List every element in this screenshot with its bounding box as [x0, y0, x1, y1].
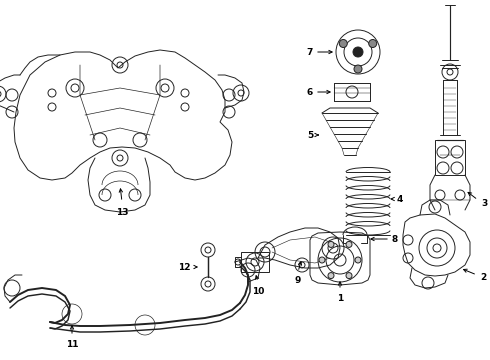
Circle shape — [368, 40, 377, 48]
Circle shape — [353, 47, 363, 57]
Circle shape — [346, 273, 352, 279]
Circle shape — [328, 242, 334, 247]
Text: 7: 7 — [307, 48, 313, 57]
Text: 9: 9 — [295, 276, 301, 285]
Circle shape — [328, 273, 334, 279]
Circle shape — [339, 40, 347, 48]
Text: 1: 1 — [337, 294, 343, 303]
Circle shape — [355, 257, 361, 263]
Text: 10: 10 — [252, 287, 264, 296]
Text: 3: 3 — [481, 198, 487, 207]
Circle shape — [319, 257, 325, 263]
Circle shape — [354, 65, 362, 73]
Text: 12: 12 — [178, 262, 191, 271]
Text: 11: 11 — [66, 340, 78, 349]
Text: 2: 2 — [480, 273, 486, 282]
Text: 6: 6 — [307, 87, 313, 96]
Text: 8: 8 — [392, 234, 398, 243]
Text: 4: 4 — [397, 194, 403, 203]
Text: 5: 5 — [307, 131, 313, 140]
Text: 13: 13 — [116, 208, 128, 217]
Circle shape — [346, 242, 352, 247]
